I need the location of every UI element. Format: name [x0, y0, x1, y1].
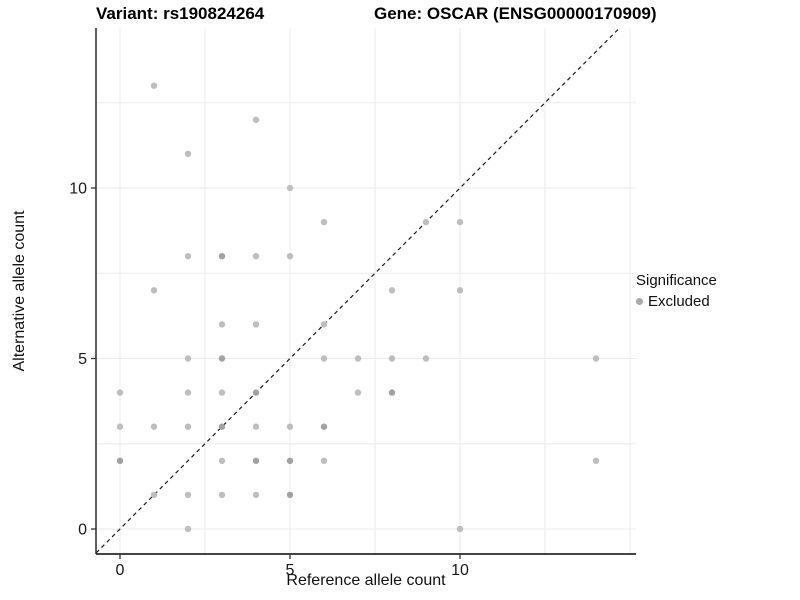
data-point	[354, 355, 362, 362]
data-point	[184, 150, 192, 158]
data-point	[218, 457, 226, 464]
data-point	[116, 389, 124, 396]
identity-line	[95, 27, 621, 554]
data-point	[388, 287, 396, 294]
data-point	[218, 355, 226, 362]
data-point	[252, 423, 260, 430]
data-point	[184, 423, 192, 430]
data-point	[150, 82, 158, 89]
data-point	[184, 355, 192, 362]
data-point	[286, 184, 294, 192]
data-point	[320, 355, 328, 362]
y-tick-label: 5	[78, 351, 87, 368]
legend-item-label: Excluded	[648, 293, 710, 310]
y-tick-label: 10	[69, 181, 87, 198]
data-point	[116, 457, 124, 464]
data-point	[184, 525, 192, 533]
data-point	[320, 423, 328, 430]
data-point	[456, 287, 464, 294]
x-tick-label: 0	[116, 562, 125, 579]
data-point	[388, 355, 396, 362]
data-point	[150, 491, 158, 499]
data-point	[218, 491, 226, 499]
legend-point-icon	[636, 298, 643, 305]
data-point	[252, 457, 260, 464]
legend: Significance Excluded	[636, 272, 717, 310]
y-tick-label: 0	[78, 522, 87, 539]
data-point	[422, 355, 430, 362]
data-point	[286, 457, 294, 464]
data-point	[252, 389, 260, 396]
data-point	[286, 491, 294, 499]
x-axis-title: Reference allele count	[286, 572, 446, 589]
data-point	[184, 389, 192, 396]
plot-title-gene: Gene: OSCAR (ENSG00000170909)	[374, 4, 657, 23]
data-point	[354, 389, 362, 396]
data-point	[320, 457, 328, 464]
data-point	[456, 218, 464, 226]
data-point	[388, 389, 396, 396]
data-point	[592, 457, 600, 464]
plot-title-variant: Variant: rs190824264	[96, 4, 265, 23]
data-point	[150, 423, 158, 430]
data-point	[184, 491, 192, 499]
data-point	[116, 423, 124, 430]
data-point	[320, 321, 328, 328]
data-point	[150, 287, 158, 294]
data-point	[252, 491, 260, 499]
data-point	[218, 253, 226, 260]
data-point	[592, 355, 600, 362]
data-point	[422, 218, 430, 226]
data-point	[320, 218, 328, 226]
data-point	[252, 116, 260, 124]
data-point	[286, 423, 294, 430]
data-point	[218, 423, 226, 430]
data-point	[252, 321, 260, 328]
legend-item-excluded: Excluded	[636, 293, 717, 310]
data-point	[456, 525, 464, 533]
data-point	[218, 321, 226, 328]
x-tick-label: 5	[286, 562, 295, 579]
data-point	[286, 253, 294, 260]
legend-title: Significance	[636, 272, 717, 289]
data-point	[184, 253, 192, 260]
y-axis-title: Alternative allele count	[11, 210, 28, 372]
data-point	[252, 253, 260, 260]
x-tick-label: 10	[451, 562, 469, 579]
data-point	[218, 389, 226, 396]
